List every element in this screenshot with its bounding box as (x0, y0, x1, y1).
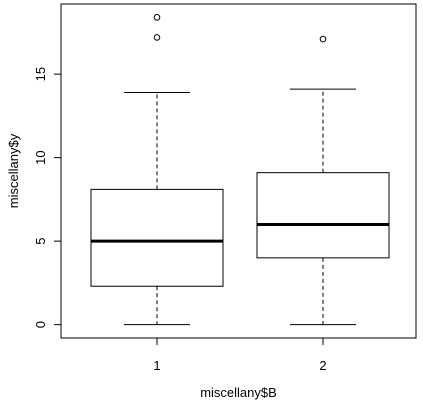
y-tick-label: 15 (33, 67, 48, 81)
outlier-point (153, 14, 161, 21)
iqr-box (90, 188, 224, 287)
y-tick-label: 5 (33, 238, 48, 245)
outlier-point (319, 35, 327, 43)
outlier-point (153, 34, 161, 41)
y-axis: 0 5 10 15 (33, 67, 62, 328)
box-group (90, 14, 224, 326)
x-tick-label: 1 (153, 358, 160, 373)
y-axis-label: miscellany$y (6, 133, 21, 208)
x-tick-label: 2 (319, 358, 326, 373)
y-tick-label: 0 (33, 321, 48, 328)
x-axis-label: miscellany$B (200, 385, 277, 400)
boxes (90, 14, 390, 326)
y-tick-label: 10 (33, 150, 48, 164)
box-group (256, 35, 390, 326)
plot-frame (60, 3, 417, 339)
iqr-box (256, 172, 390, 259)
